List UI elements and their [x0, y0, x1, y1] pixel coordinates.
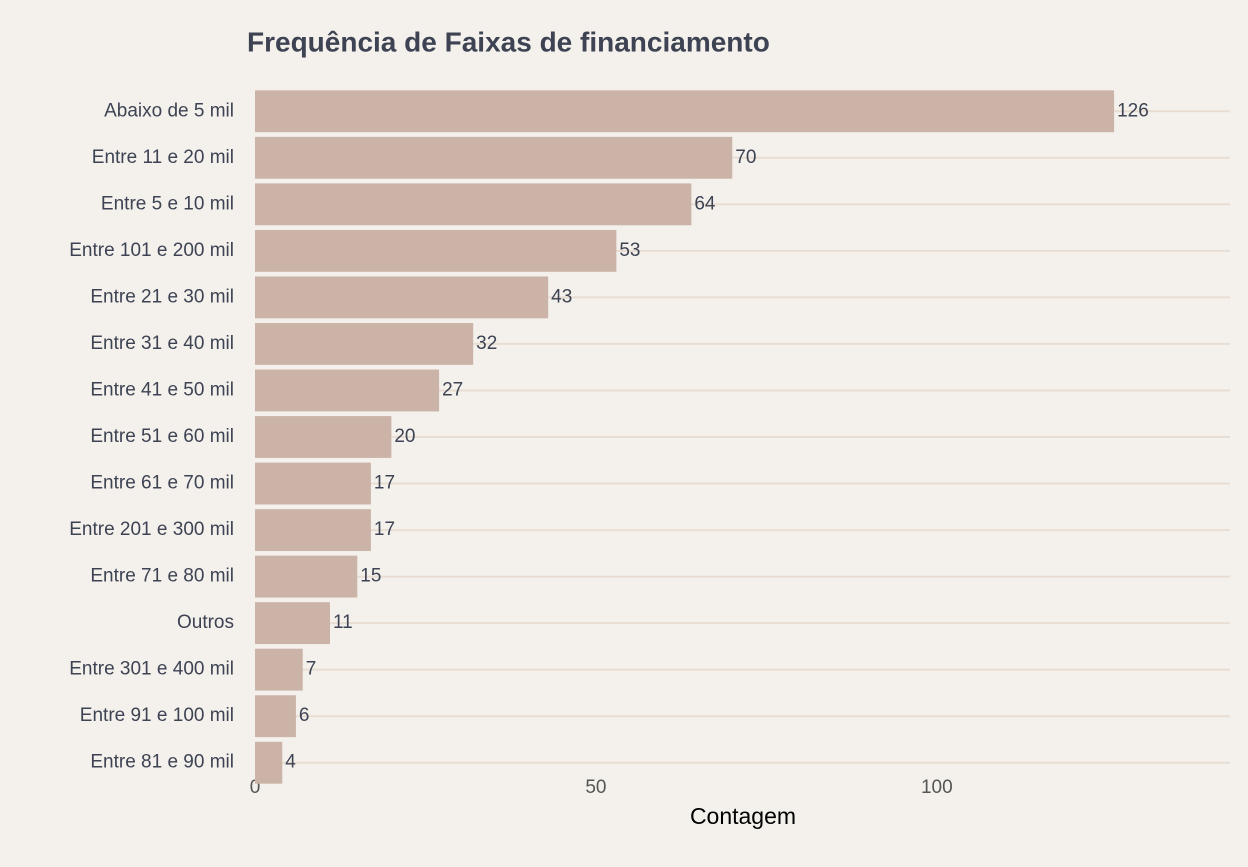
y-tick-label: Entre 51 e 60 mil: [90, 426, 234, 447]
y-tick-label: Entre 11 e 20 mil: [92, 147, 234, 168]
value-label: 70: [735, 147, 756, 168]
bar: [255, 555, 358, 598]
x-tick-label: 100: [921, 777, 953, 798]
bar: [255, 695, 296, 738]
value-label: 64: [694, 193, 716, 214]
y-tick-label: Entre 31 e 40 mil: [90, 333, 234, 354]
y-tick-label: Entre 5 e 10 mil: [101, 193, 234, 214]
value-label: 4: [285, 752, 296, 773]
value-label: 17: [374, 519, 395, 540]
bar: [255, 648, 303, 691]
value-label: 11: [333, 612, 353, 633]
value-label: 126: [1117, 100, 1149, 121]
x-axis-label: Contagem: [690, 803, 796, 829]
y-tick-label: Entre 21 e 30 mil: [90, 286, 234, 307]
bar: [255, 602, 330, 645]
value-label: 17: [374, 473, 395, 494]
value-label: 27: [442, 379, 463, 400]
bar: [255, 90, 1115, 133]
value-label: 6: [299, 705, 310, 726]
bar: [255, 369, 440, 412]
value-label: 53: [619, 240, 640, 261]
bar: [255, 136, 733, 179]
bar: [255, 416, 392, 458]
y-tick-label: Entre 101 e 200 mil: [69, 240, 234, 261]
bar: [255, 229, 617, 272]
y-tick-label: Abaixo de 5 mil: [104, 100, 234, 121]
y-tick-label: Entre 301 e 400 mil: [69, 659, 234, 680]
y-tick-label: Entre 201 e 300 mil: [69, 519, 234, 540]
y-tick-label: Entre 41 e 50 mil: [90, 379, 234, 400]
y-tick-label: Outros: [177, 612, 234, 633]
value-label: 32: [476, 333, 497, 354]
y-tick-label: Entre 71 e 80 mil: [90, 566, 234, 587]
x-tick-label: 50: [585, 777, 606, 798]
bar: [255, 741, 283, 784]
value-label: 7: [306, 659, 317, 680]
x-tick-label: 0: [250, 777, 261, 798]
bar: [255, 322, 474, 365]
y-tick-label: Entre 81 e 90 mil: [90, 752, 234, 773]
bar: [255, 276, 549, 319]
chart-title: Frequência de Faixas de financiamento: [247, 26, 770, 57]
value-label: 43: [551, 286, 572, 307]
y-tick-label: Entre 61 e 70 mil: [90, 473, 234, 494]
bar: [255, 462, 371, 505]
y-tick-label: Entre 91 e 100 mil: [80, 705, 234, 726]
bar: [255, 509, 371, 552]
value-label: 15: [360, 566, 381, 587]
value-label: 20: [394, 426, 415, 447]
bar: [255, 183, 692, 226]
